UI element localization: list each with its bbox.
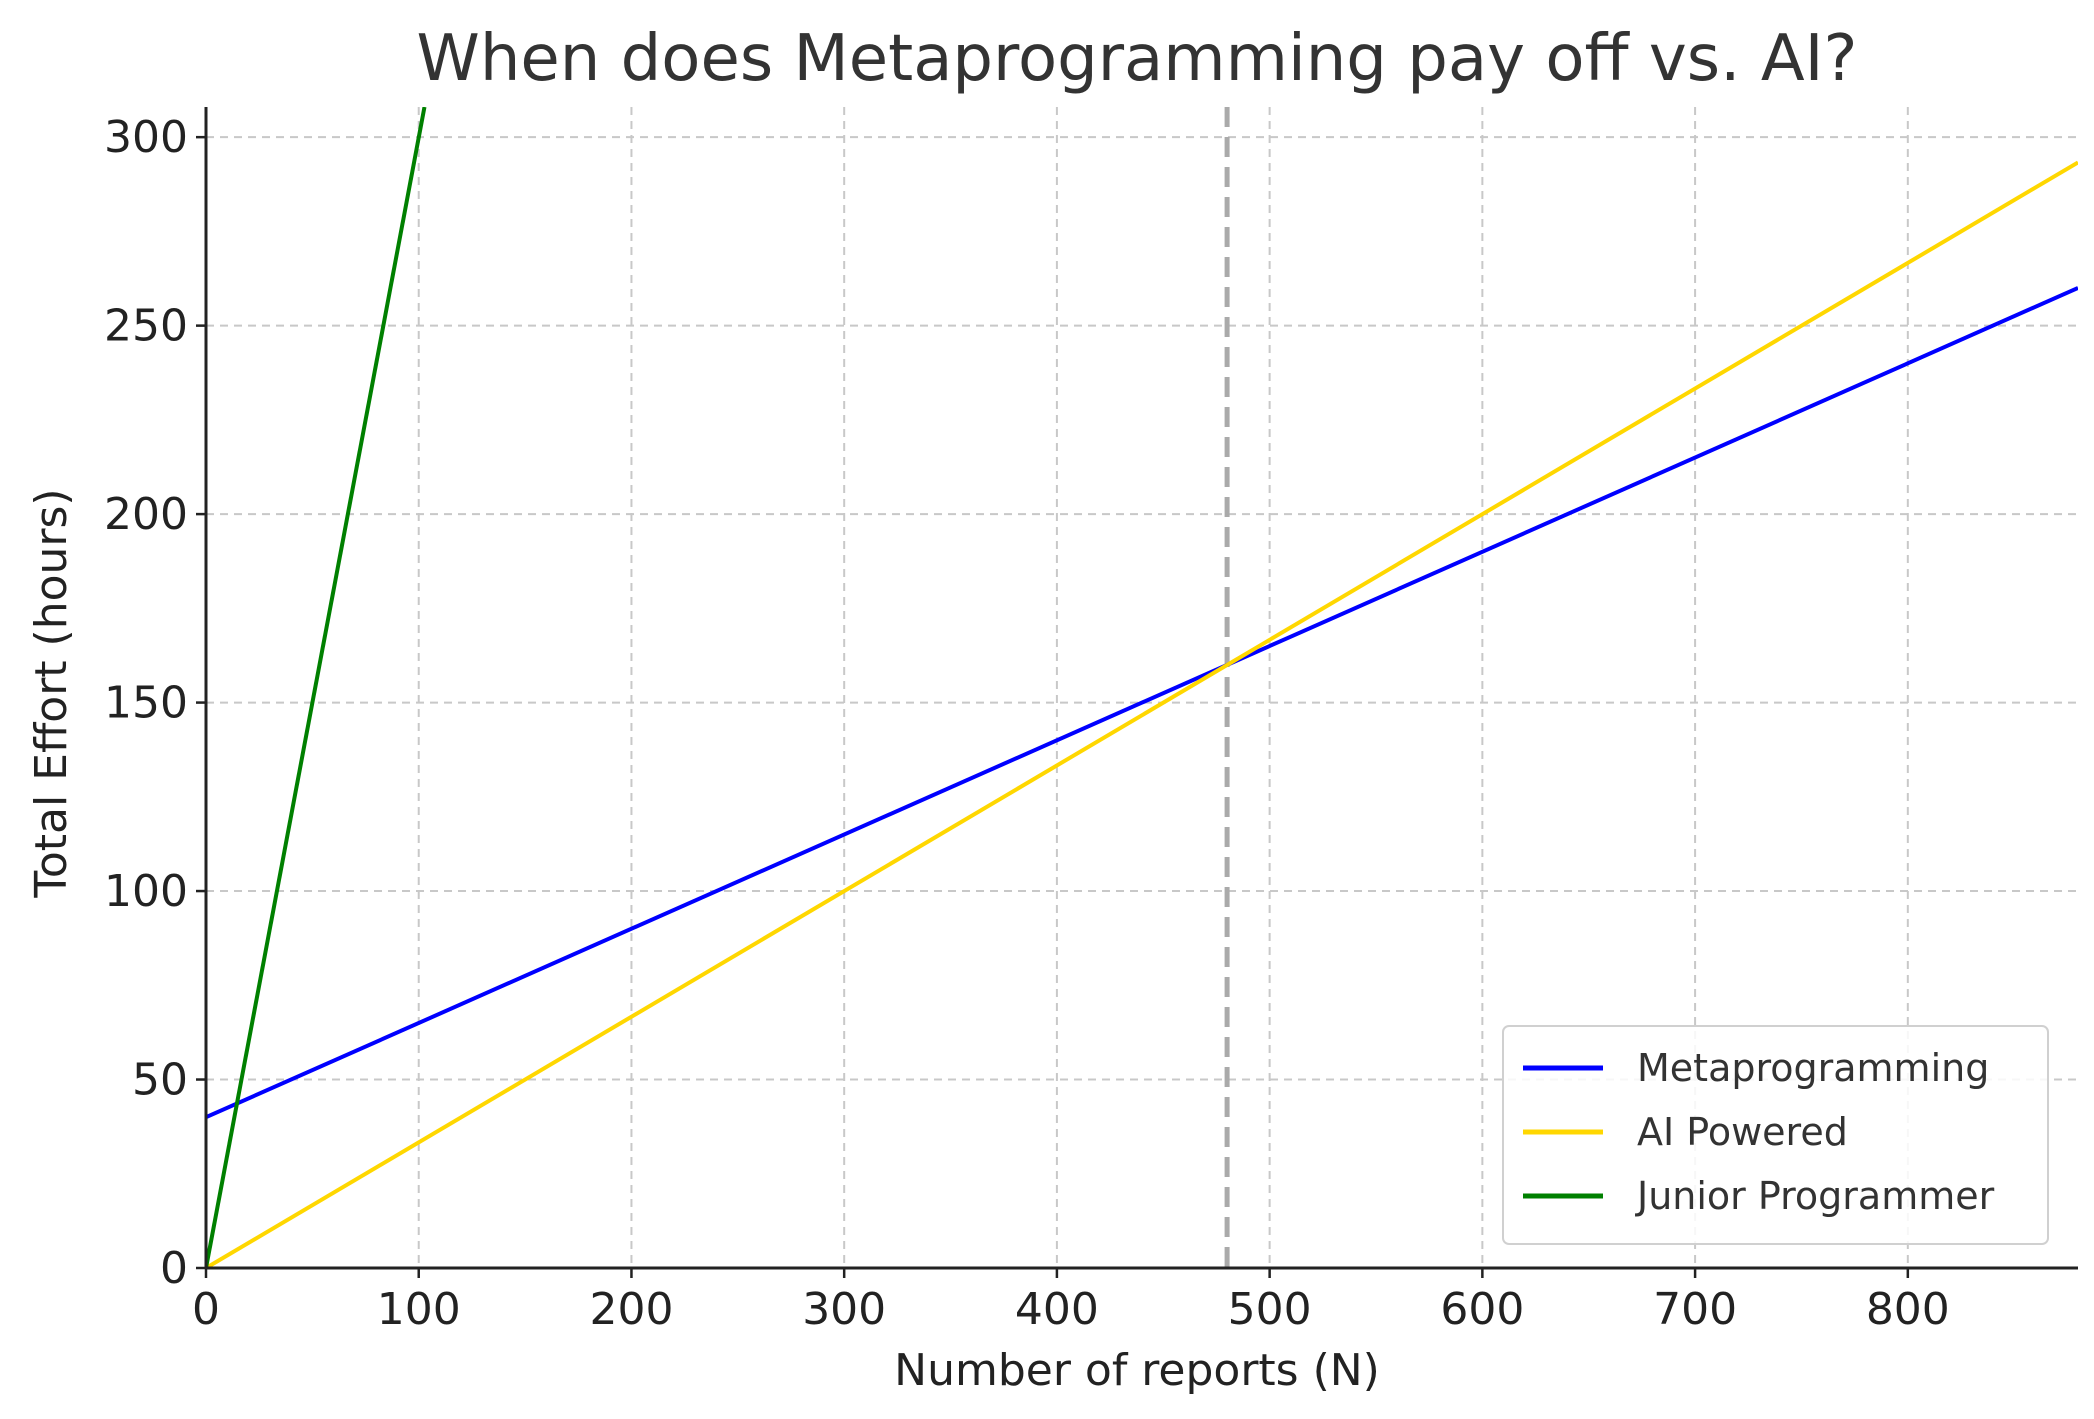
series-line-ai-powered: [206, 160, 2078, 1268]
y-tick-label: 0: [160, 1243, 188, 1294]
series-line-junior-programmer: [206, 107, 427, 1268]
x-tick-label: 800: [1866, 1284, 1950, 1335]
y-tick-label: 300: [104, 112, 188, 163]
series-lines: [206, 107, 2078, 1268]
y-tick-label: 50: [132, 1055, 188, 1106]
legend: Metaprogramming AI Powered Junior Programm…: [1502, 1025, 2049, 1245]
y-tick-label: 100: [104, 866, 188, 917]
legend-label: Metaprogramming: [1637, 1046, 1989, 1090]
y-tick-label: 200: [104, 489, 188, 540]
x-tick-label: 600: [1440, 1284, 1524, 1335]
legend-label: Junior Programmer: [1635, 1174, 1995, 1218]
x-tick-label: 100: [377, 1284, 461, 1335]
tick-labels: 0 100 200 300 400 500 600 700 800 0 50 100 150 200 250…: [104, 112, 1950, 1335]
x-tick-label: 300: [802, 1284, 886, 1335]
y-tick-label: 250: [104, 301, 188, 352]
x-axis-label: Number of reports (N): [894, 1345, 1380, 1396]
x-tick-label: 700: [1653, 1284, 1737, 1335]
legend-box: [1502, 1025, 2049, 1245]
x-tick-label: 500: [1228, 1284, 1312, 1335]
y-tick-label: 150: [104, 678, 188, 729]
x-tick-label: 200: [589, 1284, 673, 1335]
x-tick-label: 400: [1015, 1284, 1099, 1335]
legend-label: AI Powered: [1637, 1110, 1848, 1154]
axes: [196, 107, 2078, 1278]
y-axis-label: Total Effort (hours): [26, 488, 77, 898]
x-tick-label: 0: [192, 1284, 220, 1335]
series-line-metaprogramming: [206, 286, 2078, 1120]
chart-title: When does Metaprogramming pay off vs. AI…: [417, 22, 1858, 96]
